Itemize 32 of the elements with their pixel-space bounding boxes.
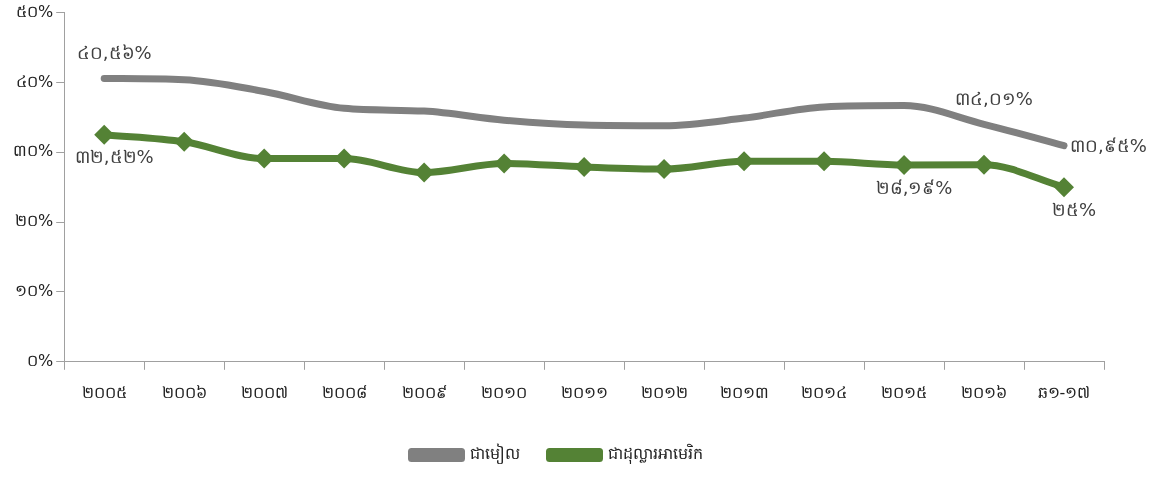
data-label: ២៥%	[1051, 198, 1097, 220]
y-tick-label: ៤០%	[16, 71, 54, 91]
point	[1054, 177, 1075, 198]
x-tick-label: ២០១២	[640, 382, 688, 402]
x-tick-label: ២០០៦	[161, 382, 207, 402]
legend-label: ជាមៀល	[469, 443, 520, 466]
legend-label: ជាដុល្លារអាមេរិក	[607, 443, 703, 466]
y-tick-label: ២០%	[15, 211, 54, 231]
point	[334, 148, 355, 169]
y-tick-label: ០%	[27, 350, 54, 370]
data-label: ២៨,១៩%	[875, 176, 953, 198]
x-tick-label: ២០១០	[481, 382, 528, 402]
x-tick-label: ២០០៨	[321, 382, 367, 402]
x-tick-label: ២០១៤	[801, 382, 848, 402]
x-tick-label: ២០១៦	[961, 382, 1008, 402]
x-tick-label: ២០០៩	[401, 382, 447, 402]
y-tick-label: ៥០%	[16, 1, 54, 21]
x-tick-label: ២០០៧	[240, 382, 288, 402]
x-tick-label: ២០១៣	[719, 382, 769, 402]
y-tick-label: ៣០%	[13, 141, 54, 161]
point	[414, 162, 435, 183]
x-tick-label: ២០១៥	[881, 382, 928, 402]
y-tick-label: ១០%	[15, 281, 54, 301]
point	[174, 131, 195, 152]
data-label: ៤០,៥៦%	[76, 42, 152, 64]
data-label: ៣២,៥២%	[74, 146, 154, 168]
point	[94, 124, 115, 145]
x-tick-label: ២០០៥	[81, 382, 127, 402]
x-tick-label: ឆ១-១៧	[1037, 382, 1091, 402]
x-tick-label: ២០១១	[560, 382, 608, 402]
data-label: ៣៤,០១%	[955, 87, 1033, 109]
data-label: ៣០,៩៥%	[1070, 135, 1147, 157]
